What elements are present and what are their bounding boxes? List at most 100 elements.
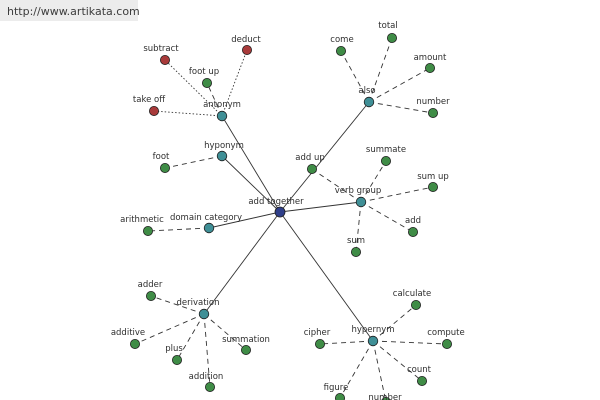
edge-antonym-take-off [153,110,223,117]
word-node-take-off[interactable] [148,106,159,117]
word-node-cipher[interactable] [314,338,325,349]
edge-derivation-addition [203,313,211,388]
edge-hypernym-figure [339,340,374,399]
edge-center-hyponym [221,155,281,213]
edge-antonym-deduct [221,49,248,117]
word-node-additive[interactable] [129,338,140,349]
edge-center-hypernym [279,211,374,342]
word-label-count[interactable]: count [407,365,432,375]
relation-label-hypernym[interactable]: hypernym [351,325,394,335]
edge-also-total [368,37,393,103]
word-node-foot[interactable] [159,162,170,173]
url-banner: http://www.artikata.com [0,0,140,21]
edge-also-come [340,50,370,103]
edge-derivation-additive [134,313,205,345]
edge-center-verb-group [279,201,362,213]
word-node-arithmetic[interactable] [142,225,153,236]
edge-antonym-subtract [164,59,223,117]
relation-label-derivation[interactable]: derivation [176,298,219,308]
word-label-summation[interactable]: summation [222,335,270,345]
edge-antonym-foot-up [206,82,223,117]
word-label-add[interactable]: add [405,216,421,226]
word-label-cipher[interactable]: cipher [304,328,331,338]
edge-hyponym-foot [164,155,223,169]
edge-derivation-summation [203,313,247,351]
edge-also-number [368,101,434,114]
word-label-addition[interactable]: addition [189,372,224,382]
word-node-deduct[interactable] [241,45,252,56]
word-label-compute[interactable]: compute [427,328,465,338]
word-node-summate[interactable] [380,155,391,166]
word-label-number[interactable]: number [368,393,402,400]
word-node-addition[interactable] [204,381,215,392]
word-label-plus[interactable]: plus [165,344,183,354]
word-node-add-up[interactable] [306,163,317,174]
word-label-summate[interactable]: summate [366,145,406,155]
word-label-arithmetic[interactable]: arithmetic [120,215,164,225]
edge-derivation-adder [150,295,205,315]
word-label-sum-up[interactable]: sum up [417,172,449,182]
edge-also-amount [368,67,431,103]
relation-label-antonym[interactable]: antonym [203,100,241,110]
relation-node-domain-category[interactable] [203,222,215,234]
edge-verb-group-add-up [311,168,362,203]
word-node-calculate[interactable] [410,299,421,310]
word-label-total[interactable]: total [378,21,397,31]
edge-verb-group-sum-up [360,186,434,203]
word-label-sum[interactable]: sum [347,236,365,246]
word-label-adder[interactable]: adder [138,280,163,290]
word-node-number[interactable] [381,397,391,400]
word-label-foot[interactable]: foot [153,152,170,162]
relation-node-also[interactable] [363,96,375,108]
edge-verb-group-summate [360,160,387,203]
edge-verb-group-add [360,201,414,233]
word-label-additive[interactable]: additive [111,328,145,338]
word-label-foot-up[interactable]: foot up [189,67,219,77]
edge-hypernym-compute [372,340,448,345]
word-node-amount[interactable] [424,63,435,74]
word-label-come[interactable]: come [330,35,353,45]
edge-center-antonym [221,115,281,213]
word-label-deduct[interactable]: deduct [231,35,261,45]
edge-hypernym-count [372,340,423,382]
word-node-sum[interactable] [350,246,361,257]
word-label-figure[interactable]: figure [324,383,349,393]
word-node-foot-up[interactable] [201,78,212,89]
site-url[interactable]: http://www.artikata.com [7,5,140,18]
word-node-number[interactable] [427,108,438,119]
relation-node-derivation[interactable] [198,308,210,320]
relation-label-hyponym[interactable]: hyponym [204,141,244,151]
word-node-summation[interactable] [240,344,251,355]
word-node-subtract[interactable] [159,55,170,66]
word-node-sum-up[interactable] [427,181,438,192]
edge-center-domain-category [208,211,281,229]
edge-hypernym-cipher [319,340,374,345]
word-label-subtract[interactable]: subtract [143,44,179,54]
relation-node-verb-group[interactable] [355,196,367,208]
relation-label-verb-group[interactable]: verb group [335,186,382,196]
word-label-number[interactable]: number [416,97,450,107]
word-node-compute[interactable] [441,338,452,349]
edge-center-derivation [203,211,281,315]
relation-node-hyponym[interactable] [216,150,228,162]
word-label-take-off[interactable]: take off [133,95,166,105]
relation-node-hypernym[interactable] [367,335,379,347]
center-label-add-together[interactable]: add together [248,197,304,207]
word-node-plus[interactable] [171,354,182,365]
word-node-adder[interactable] [145,290,156,301]
relation-node-antonym[interactable] [216,110,228,122]
word-node-come[interactable] [335,46,346,57]
word-node-total[interactable] [386,33,397,44]
word-label-calculate[interactable]: calculate [393,289,431,299]
relation-label-also[interactable]: also [358,86,375,96]
relation-label-domain-category[interactable]: domain category [170,213,242,223]
word-node-add[interactable] [407,226,418,237]
edge-domain-category-arithmetic [147,227,210,232]
word-label-amount[interactable]: amount [414,53,447,63]
edge-hypernym-calculate [372,304,417,342]
word-label-add-up[interactable]: add up [295,153,324,163]
word-node-figure[interactable] [335,393,345,400]
center-node-add-together[interactable] [274,206,286,218]
word-node-count[interactable] [416,375,427,386]
